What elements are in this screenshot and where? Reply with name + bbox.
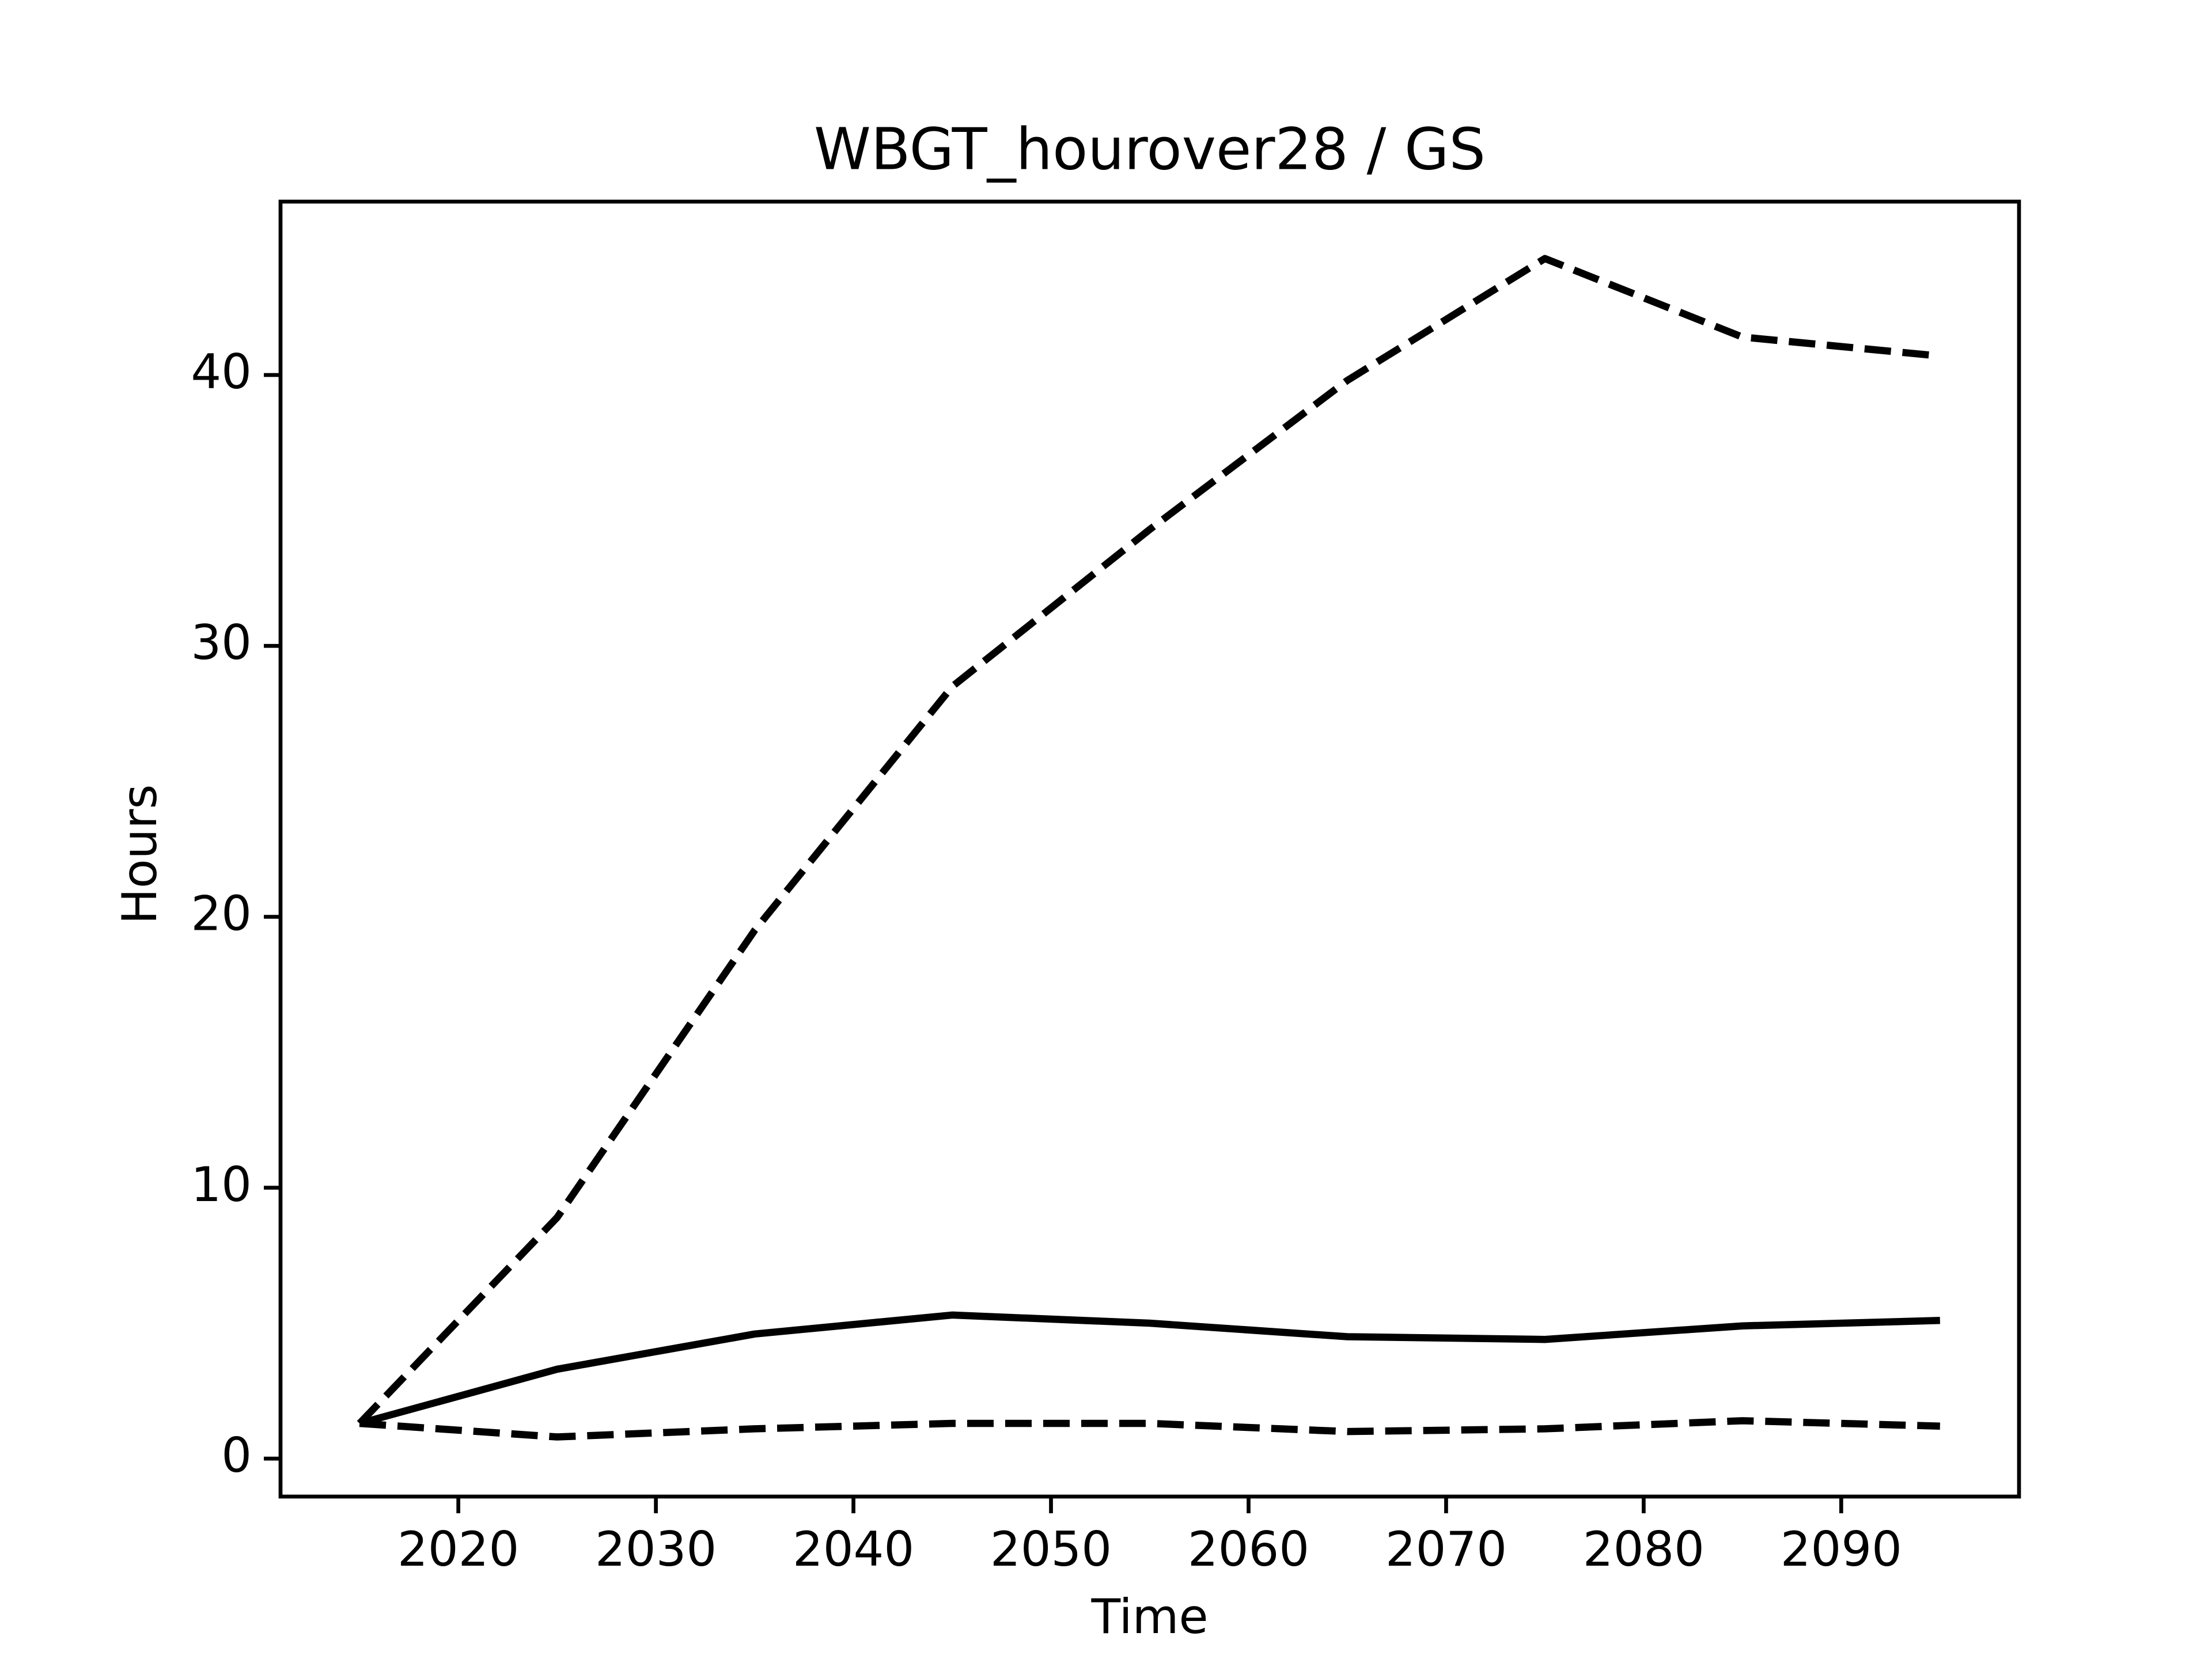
x-axis-label: Time [1090,1589,1208,1645]
y-tick-label: 30 [191,615,252,671]
y-tick-label: 10 [191,1157,252,1213]
y-tick-label: 0 [221,1427,252,1483]
y-tick-label: 20 [191,886,252,942]
x-tick-label: 2080 [1583,1521,1705,1577]
plot-frame [278,199,2021,1499]
x-tick-label: 2060 [1188,1521,1309,1577]
x-tick-label: 2040 [793,1521,914,1577]
series-line [357,255,1941,1426]
series-line [359,1417,1940,1441]
chart-title: WBGT_hourover28 / GS [814,115,1486,183]
x-tick-label: 2050 [990,1521,1112,1577]
x-tick-label: 2070 [1385,1521,1507,1577]
y-tick-label: 40 [191,344,252,400]
x-tick-label: 2090 [1781,1521,1902,1577]
x-tick-label: 2020 [397,1521,519,1577]
y-axis-label: Hours [112,784,168,924]
series-line [358,1311,1940,1427]
x-tick-label: 2030 [595,1521,717,1577]
